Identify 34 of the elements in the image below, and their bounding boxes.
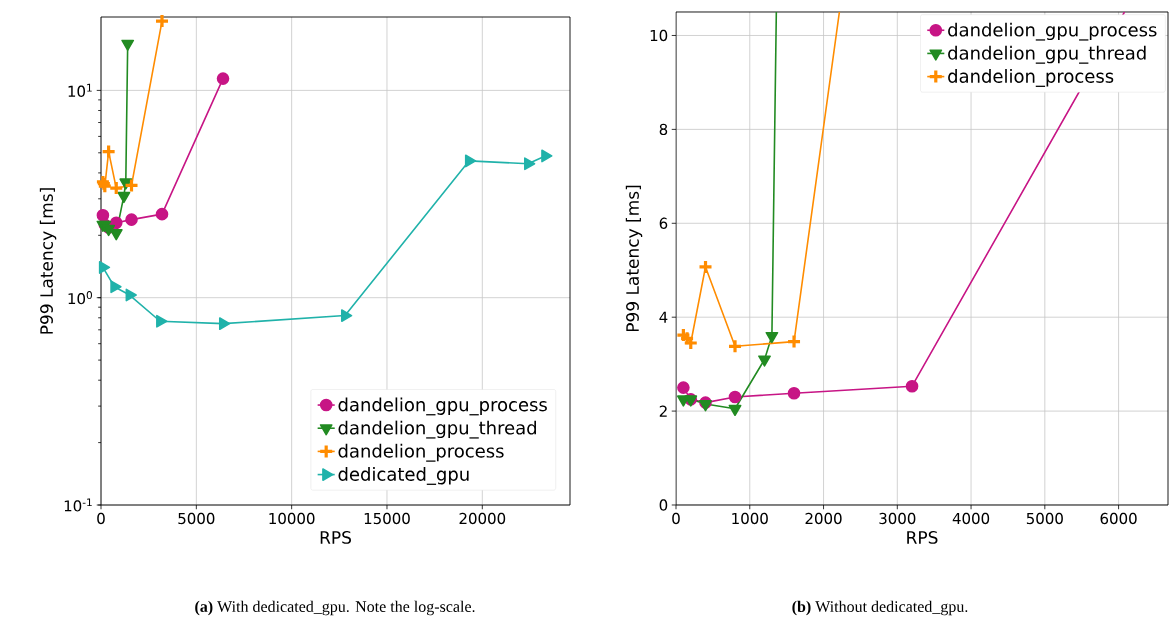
legend-label: dandelion_gpu_thread (948, 45, 1146, 64)
y-axis-title: P99 Latency [ms] (39, 188, 57, 334)
x-tick-label: 0 (97, 512, 105, 525)
text: (b) Without dedicated_gpu. (792, 600, 968, 616)
x-tick-label: 6000 (1100, 512, 1137, 525)
x-tick-label: 4000 (952, 512, 990, 525)
y-tick-label: 10 (650, 29, 668, 42)
legend-label: dandelion_gpu_process (948, 22, 1157, 41)
x-tick-label: 10000 (269, 512, 315, 525)
x-tick-label: 15000 (364, 512, 410, 525)
y-tick-label: 10$^{1}$ (68, 83, 92, 97)
y-tick-label: 8 (659, 123, 668, 136)
y-tick-label: 4 (659, 311, 668, 323)
legend-label: dandelion_process (338, 443, 504, 462)
y-tick-label: 10$^{0}$ (68, 291, 92, 305)
x-tick-label: 5000 (178, 512, 215, 525)
x-axis-title: RPS (907, 531, 938, 544)
x-axis-title: RPS (320, 531, 351, 544)
y-tick-label: 6 (659, 217, 668, 229)
x-tick-label: 5000 (1026, 512, 1063, 525)
x-tick-label: 2000 (805, 512, 842, 525)
legend-label: dandelion_process (948, 69, 1114, 87)
legend-label: dedicated_gpu (338, 466, 469, 485)
x-tick-label: 20000 (459, 512, 506, 525)
text: (a) With dedicated_gpu. Note the log-scale. (195, 600, 475, 616)
x-tick-label: 0 (672, 512, 680, 525)
legend-label: dandelion_gpu_process (338, 397, 547, 416)
x-tick-label: 1000 (732, 512, 768, 525)
legend-label: dandelion_gpu_thread (338, 420, 536, 439)
y-axis-title: P99 Latency [ms] (625, 185, 643, 332)
x-tick-label: 3000 (879, 512, 916, 525)
y-tick-label: 10$^{-1}$ (64, 498, 92, 512)
y-tick-label: 0 (659, 499, 668, 511)
y-tick-label: 2 (659, 405, 667, 417)
